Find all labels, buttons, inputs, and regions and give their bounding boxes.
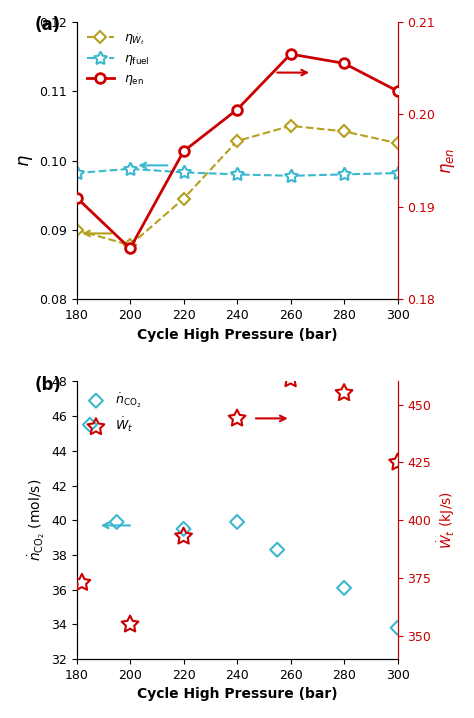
- X-axis label: Cycle High Pressure (bar): Cycle High Pressure (bar): [137, 327, 337, 342]
- $\dot{W}_t$: [394, 457, 401, 468]
- $\eta_{\rm fuel}$: [181, 168, 186, 177]
- $\eta_{\rm en}$: [234, 106, 240, 114]
- Y-axis label: $\dot{n}_{\rm CO_2}$ (mol/s): $\dot{n}_{\rm CO_2}$ (mol/s): [26, 479, 47, 561]
- $\dot{W}_t$: [180, 531, 187, 542]
- X-axis label: Cycle High Pressure (bar): Cycle High Pressure (bar): [137, 687, 337, 701]
- $\eta_{\rm en}$: [395, 87, 401, 95]
- $\eta_{\dot{W}_t}$: [74, 225, 80, 234]
- $\dot{W}_t$: [126, 619, 134, 630]
- $\eta_{\dot{W}_t}$: [341, 127, 347, 136]
- Y-axis label: $\eta_{en}$: $\eta_{en}$: [439, 147, 457, 174]
- $\eta_{\rm en}$: [288, 50, 293, 58]
- $\eta_{\rm fuel}$: [74, 169, 80, 177]
- $\eta_{\dot{W}_t}$: [395, 139, 401, 147]
- $\dot{W}_t$: [340, 387, 348, 398]
- $\eta_{\rm en}$: [341, 59, 347, 67]
- Line: $\eta_{\dot{W}_t}$: $\eta_{\dot{W}_t}$: [73, 121, 402, 249]
- $\eta_{\rm fuel}$: [127, 164, 133, 173]
- $\eta_{\rm en}$: [181, 147, 186, 156]
- Line: $\eta_{\rm en}$: $\eta_{\rm en}$: [72, 50, 402, 253]
- $\dot{n}_{\rm CO_2}$: [233, 516, 241, 528]
- $\eta_{\rm en}$: [127, 244, 133, 253]
- $\dot{W}_t$: [233, 413, 241, 424]
- Line: $\eta_{\rm fuel}$: $\eta_{\rm fuel}$: [70, 162, 404, 183]
- $\dot{W}_t$: [287, 373, 294, 385]
- $\dot{W}_t$: [78, 577, 86, 589]
- Text: (b): (b): [35, 376, 62, 394]
- $\eta_{\rm fuel}$: [288, 172, 293, 180]
- $\eta_{\rm fuel}$: [395, 169, 401, 177]
- Text: (a): (a): [35, 16, 61, 34]
- $\eta_{\rm fuel}$: [341, 170, 347, 179]
- $\dot{n}_{\rm CO_2}$: [86, 419, 94, 431]
- $\dot{n}_{\rm CO_2}$: [180, 523, 187, 535]
- $\eta_{\dot{W}_t}$: [288, 121, 293, 130]
- Legend: $\dot{n}_{\rm CO_2}$, $\dot{W}_t$: $\dot{n}_{\rm CO_2}$, $\dot{W}_t$: [83, 388, 146, 438]
- $\dot{n}_{\rm CO_2}$: [340, 582, 348, 594]
- $\eta_{\dot{W}_t}$: [234, 137, 240, 146]
- $\dot{n}_{\rm CO_2}$: [113, 516, 120, 528]
- Y-axis label: $\eta$: $\eta$: [17, 154, 35, 167]
- $\eta_{\dot{W}_t}$: [127, 241, 133, 250]
- $\eta_{\rm en}$: [74, 193, 80, 202]
- $\dot{n}_{\rm CO_2}$: [273, 544, 281, 556]
- $\eta_{\dot{W}_t}$: [181, 195, 186, 203]
- $\dot{n}_{\rm CO_2}$: [394, 622, 401, 633]
- Legend: $\eta_{\dot{W}_t}$, $\eta_{\rm fuel}$, $\eta_{\rm en}$: $\eta_{\dot{W}_t}$, $\eta_{\rm fuel}$, $…: [83, 28, 154, 91]
- $\eta_{\rm fuel}$: [234, 170, 240, 179]
- Y-axis label: $\dot{W}_t$ (kJ/s): $\dot{W}_t$ (kJ/s): [435, 491, 457, 549]
